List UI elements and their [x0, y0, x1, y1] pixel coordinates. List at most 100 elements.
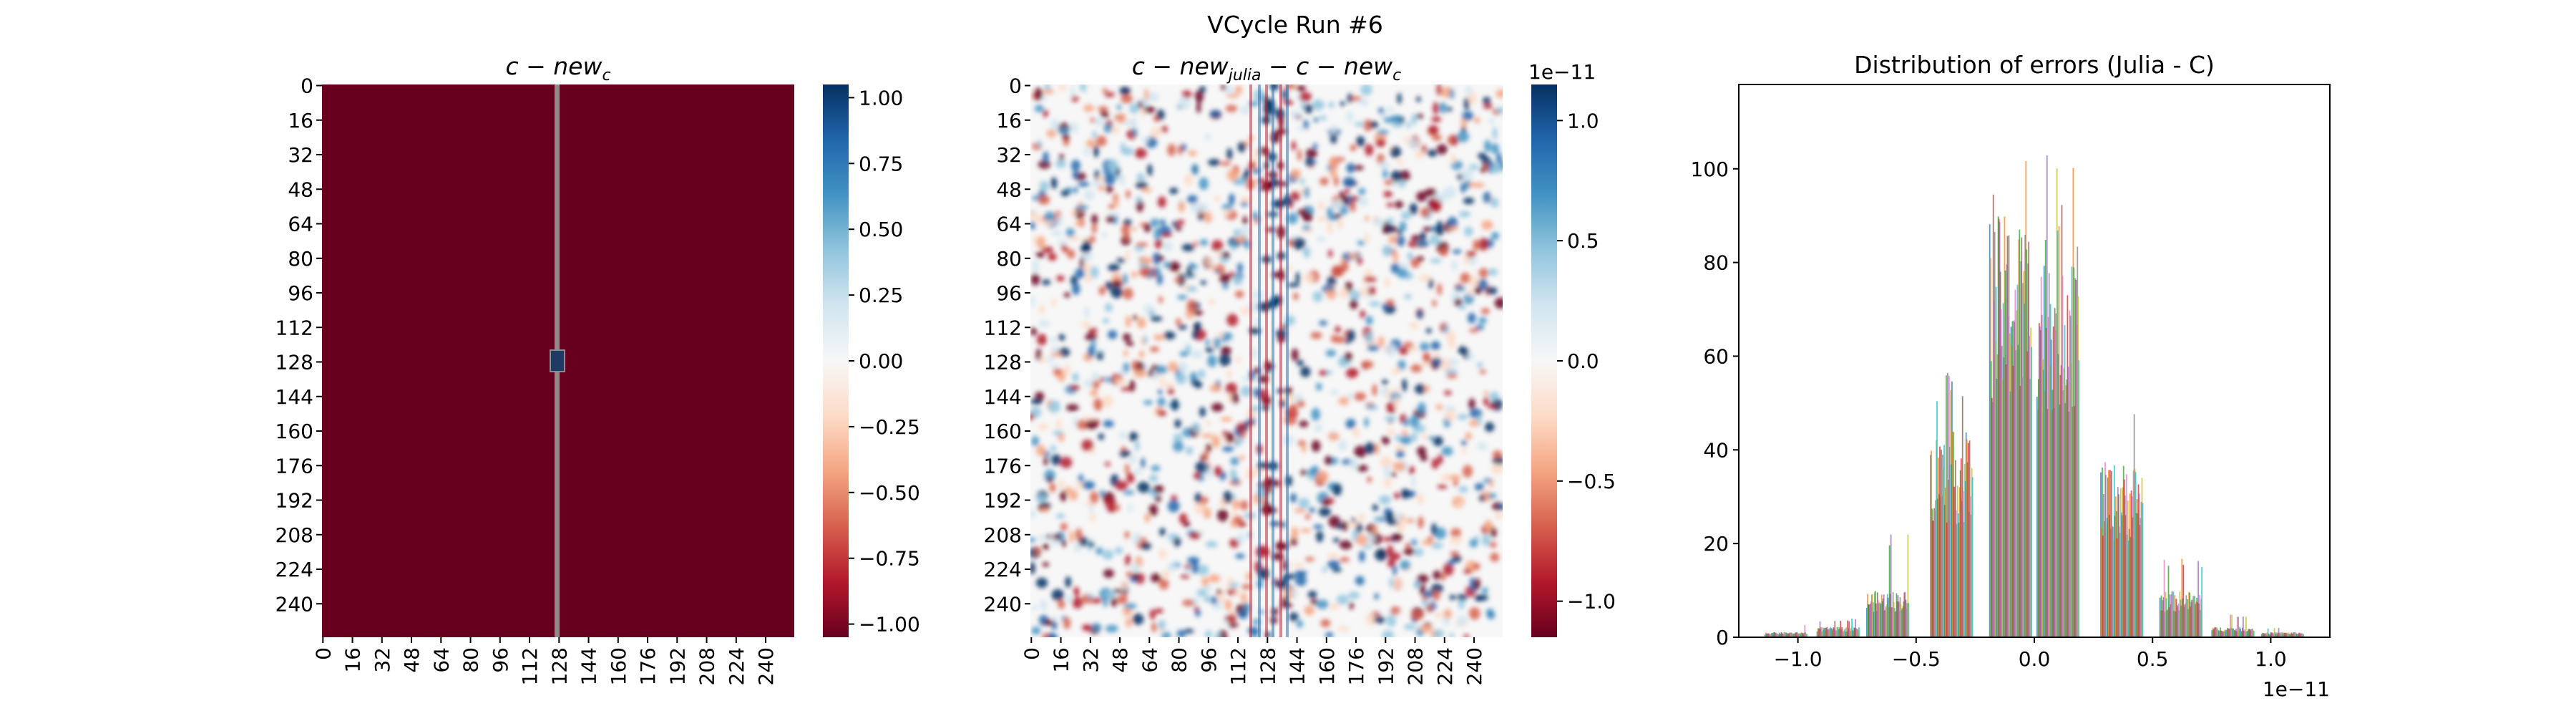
heatmap-2-cell — [1105, 498, 1116, 509]
heatmap-2-cell — [1393, 492, 1400, 499]
histogram-x-tick-label: 0.5 — [2137, 647, 2169, 671]
histogram-bar — [1881, 601, 1883, 637]
histogram-bar — [2178, 610, 2180, 637]
heatmap-2-cell — [1053, 368, 1062, 375]
heatmap-2-cell — [1061, 540, 1067, 547]
heatmap-2-cells — [1030, 84, 1503, 637]
histogram-bar — [2266, 632, 2268, 637]
heatmap-2-cell — [1235, 236, 1248, 242]
colorbar-2: 1e−11 1.00.50.0−0.5−1.0 — [1528, 60, 1616, 637]
heatmap-2-cell — [1102, 549, 1114, 560]
heatmap-2-cell — [1063, 616, 1071, 629]
heatmap-2-cell — [1137, 481, 1150, 493]
histogram-bar — [2211, 630, 2213, 637]
heatmap-2-cell — [1163, 261, 1170, 268]
histogram-bar — [1849, 628, 1850, 637]
heatmap-2-cell — [1171, 398, 1179, 411]
histogram-bar — [1893, 608, 1896, 637]
histogram-bar — [2075, 279, 2077, 637]
heatmap-2-cell — [1416, 240, 1429, 248]
heatmap-2-cell — [1339, 540, 1352, 550]
heatmap-2-cell — [1124, 603, 1137, 609]
histogram-bar — [1953, 486, 1955, 637]
heatmap-2-cell — [1070, 160, 1080, 172]
heatmap-2-cell — [1316, 599, 1329, 609]
heatmap-2-cell — [1309, 507, 1315, 513]
heatmap-2-cell — [1210, 596, 1218, 605]
histogram-bar — [1771, 632, 1773, 637]
heatmap-2-cell — [1069, 531, 1075, 543]
heatmap-2-cell — [1346, 111, 1354, 122]
heatmap-2-cell — [1208, 574, 1221, 583]
histogram-bar — [2242, 627, 2243, 637]
heatmap-2-cell — [1232, 274, 1243, 286]
heatmap-2-cell — [1070, 85, 1075, 97]
histogram-bar — [1877, 600, 1879, 637]
heatmap-2-cell — [1208, 299, 1216, 305]
histogram-bar — [1883, 610, 1885, 637]
heatmap-2-cell — [1460, 272, 1471, 284]
heatmap-2-cell — [1049, 483, 1056, 493]
histogram-bar — [2285, 633, 2287, 637]
heatmap-2-cell — [1182, 599, 1195, 606]
heatmap-2-cell — [1454, 298, 1463, 306]
heatmap-2-cell — [1125, 554, 1131, 566]
histogram-bar — [2061, 205, 2063, 637]
colorbar-1-gradient — [823, 84, 849, 637]
heatmap-2-cell — [1103, 123, 1113, 133]
heatmap-2-cell — [1379, 113, 1388, 119]
heatmap-2-streak — [1265, 84, 1268, 637]
heatmap-2-cell — [1072, 372, 1079, 382]
heatmap-2-cell — [1288, 203, 1293, 209]
heatmap-2-cell — [1395, 450, 1405, 458]
heatmap-2-cell — [1044, 211, 1055, 221]
histogram-bar — [2252, 631, 2254, 637]
heatmap-2-cell — [1390, 472, 1397, 478]
heatmap-2-cell — [1409, 203, 1418, 215]
histogram-bar — [2103, 494, 2104, 637]
heatmap-2-cell — [1197, 369, 1206, 379]
heatmap-2-cell — [1157, 397, 1166, 407]
heatmap-2-cell — [1476, 442, 1488, 450]
heatmap-2-cell — [1437, 283, 1443, 296]
heatmap-2-cell — [1351, 518, 1356, 523]
heatmap-2-cell — [1149, 347, 1160, 352]
heatmap-2-cell — [1140, 263, 1146, 268]
histogram-bar — [1882, 598, 1884, 637]
heatmap-2-cell — [1327, 207, 1334, 218]
heatmap-2-cell — [1103, 173, 1116, 185]
heatmap-2-cell — [1030, 221, 1036, 230]
heatmap-2-cell — [1066, 594, 1072, 604]
histogram-bar — [1904, 591, 1906, 637]
heatmap-2-cell — [1472, 182, 1485, 188]
histogram-bar — [2218, 631, 2220, 637]
heatmap-2-cell — [1431, 542, 1443, 549]
histogram-bar — [2107, 518, 2108, 637]
heatmap-2-x-tick-label: 240 — [1463, 647, 1486, 685]
heatmap-1-x-tick-label: 64 — [429, 647, 453, 673]
heatmap-1-y-tick-label: 112 — [275, 316, 313, 339]
histogram-bar — [1829, 628, 1831, 637]
heatmap-2-cell — [1330, 132, 1337, 144]
heatmap-2-cell — [1136, 242, 1148, 247]
heatmap-2-cell — [1494, 297, 1503, 309]
histogram-bar — [2187, 599, 2189, 637]
histogram-bar — [2117, 494, 2119, 637]
heatmap-2-cell — [1178, 324, 1187, 330]
heatmap-2-cell — [1070, 209, 1077, 217]
heatmap-2-cell — [1233, 228, 1241, 237]
heatmap-1-x-tick-label: 144 — [577, 647, 601, 685]
histogram-bar — [2194, 596, 2196, 637]
histogram-bar — [1820, 628, 1822, 637]
histogram-bar — [2197, 602, 2198, 637]
heatmap-2-cell — [1147, 164, 1153, 177]
heatmap-2-cell — [1366, 476, 1372, 483]
heatmap-2-cell — [1390, 146, 1401, 158]
histogram-bar — [2236, 631, 2238, 637]
histogram-bar — [1932, 521, 1933, 637]
heatmap-2-cell — [1233, 508, 1237, 518]
heatmap-2-cell — [1043, 88, 1054, 95]
heatmap-2-cell — [1350, 144, 1357, 152]
heatmap-2-cell — [1195, 461, 1206, 473]
heatmap-2-cell — [1090, 117, 1096, 123]
